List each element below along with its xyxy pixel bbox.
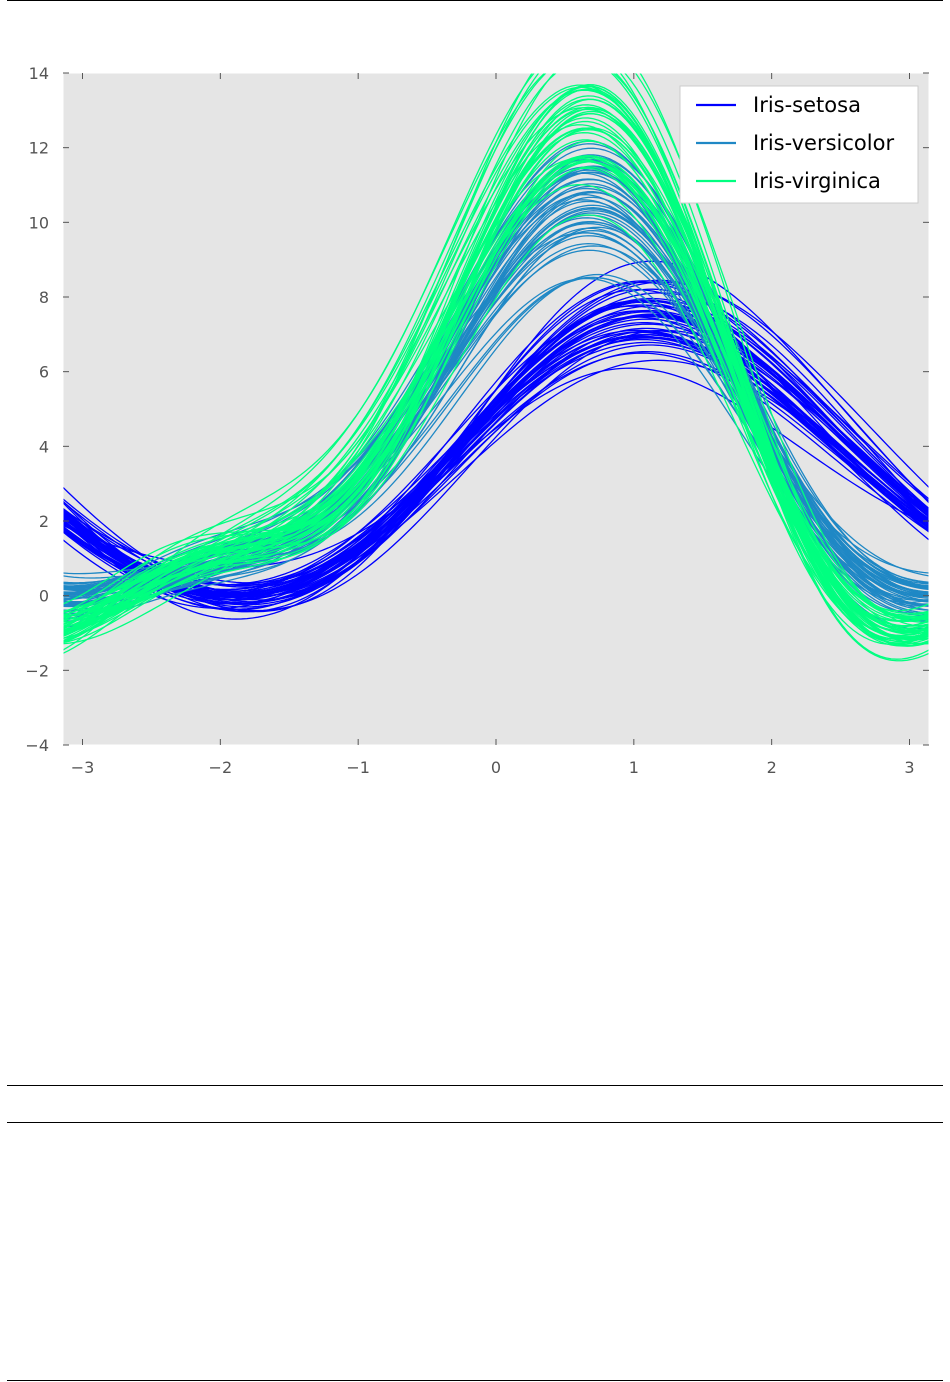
curve-series-0-44: [63, 289, 929, 610]
legend-label-setosa: Iris-setosa: [753, 93, 861, 117]
curve-series-2-42: [63, 160, 929, 638]
y-tick-label-3: 2: [39, 512, 49, 531]
y-tick-label-8: 12: [29, 139, 49, 158]
curve-series-0-28: [63, 314, 929, 592]
curve-series-2-29: [63, 107, 929, 623]
top-rule: [7, 0, 943, 1]
table-rule-bottom: [7, 1380, 943, 1381]
curve-series-2-46: [63, 155, 929, 623]
curves-layer: [63, 73, 929, 662]
curve-series-0-22: [63, 329, 929, 612]
x-tick-label-3: 0: [491, 758, 501, 777]
x-tick-label-1: −2: [209, 758, 233, 777]
curve-series-0-42: [63, 344, 929, 605]
y-axis: −4 −2 0 2 4 6 8 10 12 14: [25, 64, 929, 755]
y-tick-label-6: 8: [39, 288, 49, 307]
legend: Iris-setosa Iris-versicolor Iris-virgini…: [679, 85, 919, 204]
curve-series-2-44: [63, 83, 929, 640]
curve-series-0-48: [63, 300, 929, 601]
table-rule-middle: [7, 1122, 943, 1123]
y-tick-label-0: −4: [25, 736, 49, 755]
y-tick-label-1: −2: [25, 661, 49, 680]
curve-series-2-41: [63, 108, 929, 612]
x-tick-label-6: 3: [904, 758, 914, 777]
y-tick-label-5: 6: [39, 363, 49, 382]
x-tick-label-4: 1: [629, 758, 639, 777]
table-rule-top: [7, 1085, 943, 1086]
curve-series-2-31: [63, 73, 929, 627]
legend-label-versicolor: Iris-versicolor: [753, 131, 894, 155]
curve-series-2-45: [63, 112, 929, 622]
curve-series-0-39: [63, 315, 929, 596]
x-tick-label-2: −1: [346, 758, 370, 777]
curve-series-0-43: [63, 300, 929, 596]
curve-series-0-49: [63, 323, 929, 594]
y-tick-label-2: 0: [39, 587, 49, 606]
y-tick-label-4: 4: [39, 437, 49, 456]
curve-series-2-25: [63, 89, 929, 631]
y-tick-label-9: 14: [29, 64, 49, 83]
curve-series-2-49: [63, 155, 929, 633]
y-tick-label-7: 10: [29, 213, 49, 232]
curve-series-0-40: [63, 315, 929, 598]
legend-label-virginica: Iris-virginica: [753, 169, 881, 193]
curve-series-0-46: [63, 300, 929, 611]
x-axis: −3 −2 −1 0 1 2 3: [71, 73, 915, 777]
x-tick-label-5: 2: [767, 758, 777, 777]
x-tick-label-0: −3: [71, 758, 95, 777]
